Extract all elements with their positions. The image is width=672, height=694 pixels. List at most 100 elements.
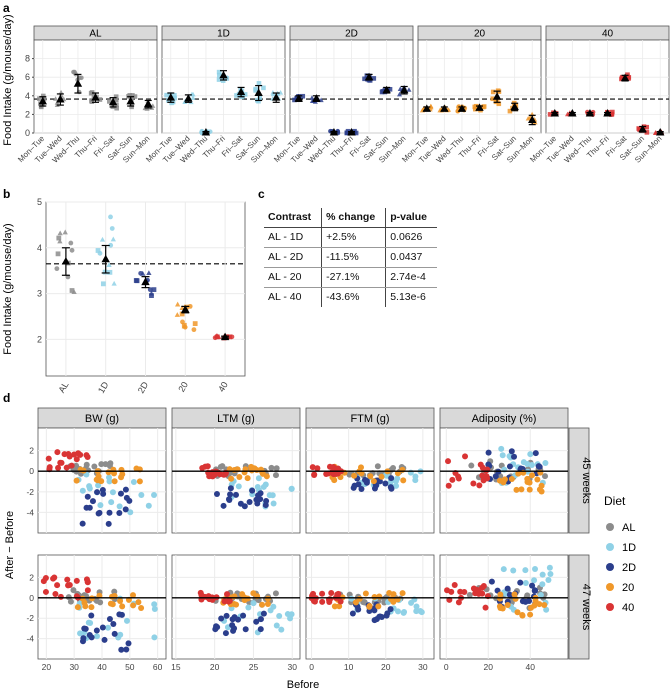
data-point	[111, 280, 117, 286]
x-tick-label: 40	[216, 380, 230, 394]
x-tick-label: 0	[309, 662, 314, 672]
data-point	[362, 590, 369, 597]
data-point	[259, 601, 266, 608]
data-point	[94, 489, 101, 496]
data-point	[242, 626, 249, 633]
data-point	[263, 498, 270, 505]
data-point	[652, 130, 658, 135]
mean-error-bar	[126, 96, 135, 107]
column-header-percent-change: % change	[321, 208, 387, 228]
data-point	[192, 321, 198, 327]
legend-swatch-1D	[606, 543, 614, 551]
data-point	[130, 592, 137, 599]
data-point	[54, 449, 61, 456]
facet-cell	[37, 554, 167, 660]
facet-cell	[171, 427, 301, 534]
data-point	[527, 451, 534, 458]
mean-marker	[440, 104, 449, 112]
data-point	[181, 323, 187, 329]
data-point	[445, 458, 452, 465]
facet-cell	[305, 427, 435, 534]
facet-column-1: LTM (g) 15 20 25 30	[171, 407, 301, 672]
x-tick-label: 30	[418, 662, 428, 672]
mean-error-bar	[181, 305, 190, 314]
table-row: AL - 40 -43.6% 5.13e-6	[264, 287, 437, 307]
x-tick-label: 20	[381, 662, 391, 672]
data-point	[517, 579, 524, 586]
data-point	[455, 599, 462, 606]
data-point	[376, 593, 383, 600]
mean-marker	[312, 94, 321, 102]
y-tick-label: 2	[29, 572, 34, 582]
data-point	[498, 445, 505, 452]
legend-title: Diet	[604, 494, 626, 508]
mean-error-bar	[620, 73, 630, 82]
data-point	[199, 465, 206, 472]
mean-error-bar	[294, 94, 303, 102]
mean-marker	[220, 332, 230, 341]
data-point	[89, 498, 96, 505]
data-point	[133, 465, 140, 472]
data-point	[524, 478, 531, 485]
data-point	[148, 290, 155, 296]
data-point	[69, 288, 75, 293]
y-tick-label: 2	[37, 334, 42, 344]
data-point	[102, 461, 109, 468]
data-point	[42, 574, 49, 581]
data-point	[86, 485, 93, 492]
data-point	[519, 612, 526, 619]
data-point	[529, 472, 536, 479]
data-point	[244, 595, 251, 602]
data-point	[66, 581, 73, 588]
mean-error-bar	[568, 108, 577, 117]
data-point	[546, 564, 553, 571]
data-point	[461, 588, 468, 595]
y-tick-label: 0	[25, 128, 30, 138]
data-point	[70, 587, 77, 594]
data-point	[309, 464, 316, 471]
data-point	[232, 491, 239, 498]
data-point	[254, 484, 261, 491]
data-point	[407, 469, 414, 476]
data-point	[244, 475, 251, 482]
facet-1D: 1DMon–TueTue–WedWed–ThuThu–FriFri–SatSat…	[144, 25, 286, 165]
data-point	[246, 499, 253, 506]
data-point	[130, 93, 135, 98]
mean-error-bar	[400, 85, 409, 95]
mean-marker	[219, 70, 228, 79]
data-point	[225, 496, 232, 503]
x-tick-label: 60	[153, 662, 163, 672]
data-point	[485, 449, 492, 456]
data-point	[117, 490, 124, 497]
data-point	[468, 462, 475, 469]
column-header-contrast: Contrast	[264, 208, 323, 228]
data-point	[123, 494, 130, 501]
x-tick-label: 50	[125, 662, 135, 672]
y-axis-label: After − Before	[4, 511, 16, 579]
data-point	[114, 105, 119, 111]
data-point	[518, 486, 525, 493]
data-point	[174, 312, 180, 317]
data-point	[524, 592, 531, 599]
mean-error-bar	[91, 92, 100, 103]
data-point	[462, 453, 469, 460]
data-point	[370, 478, 377, 485]
data-point	[272, 590, 279, 597]
data-point	[241, 469, 248, 476]
data-point	[234, 93, 239, 98]
data-point	[242, 92, 248, 97]
data-point	[119, 603, 126, 610]
y-tick-label: -2	[26, 487, 34, 497]
data-point	[538, 488, 545, 495]
mean-marker	[347, 128, 356, 136]
y-tick-label: 5	[37, 197, 42, 207]
data-point	[55, 464, 62, 471]
data-point	[531, 577, 538, 584]
data-point	[63, 464, 70, 471]
mean-error-bar	[141, 276, 150, 289]
data-point	[42, 588, 49, 595]
data-point	[98, 461, 105, 468]
mean-marker	[620, 73, 630, 82]
data-point	[95, 473, 102, 480]
row-strip	[568, 554, 590, 660]
